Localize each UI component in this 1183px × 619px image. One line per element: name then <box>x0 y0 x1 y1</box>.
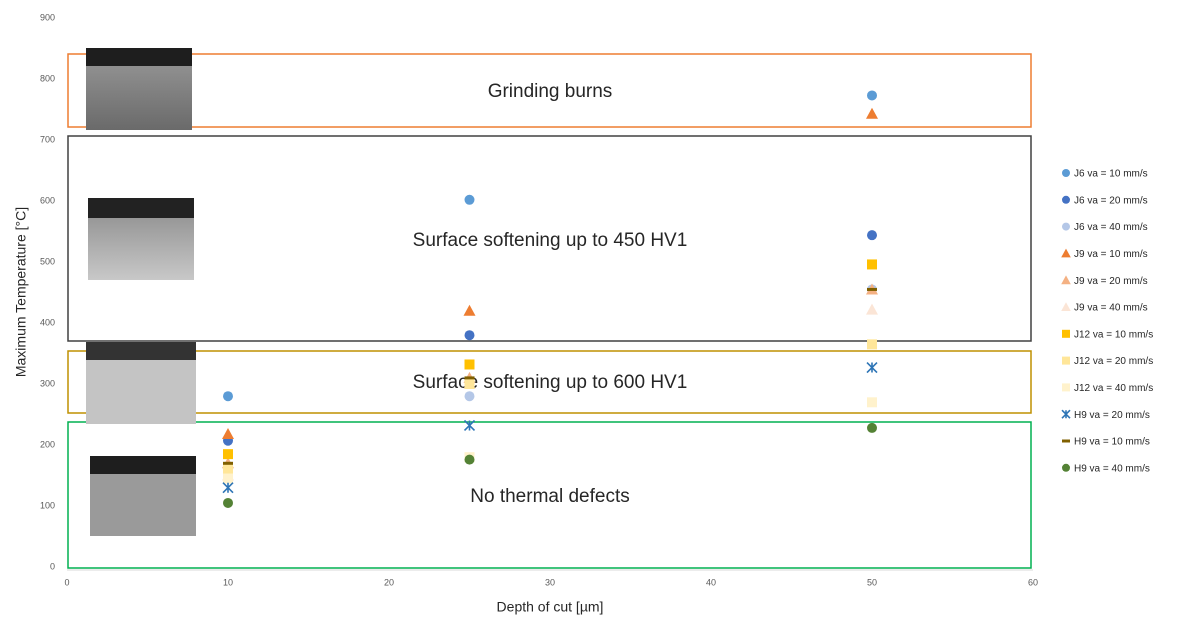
y-tick-label: 500 <box>40 256 55 266</box>
y-tick-label: 300 <box>40 378 55 388</box>
marker <box>222 428 234 440</box>
regions <box>67 48 1032 569</box>
region-box <box>67 421 1032 569</box>
marker <box>867 230 877 241</box>
region-box <box>67 53 1032 128</box>
x-tick-label: 10 <box>223 577 233 587</box>
y-tick-label: 700 <box>40 134 55 144</box>
marker <box>223 461 233 465</box>
marker <box>464 379 475 389</box>
legend-marker <box>1062 222 1070 231</box>
micrograph <box>88 198 194 218</box>
legend-label: J12 va = 40 mm/s <box>1074 383 1153 394</box>
marker <box>464 376 475 380</box>
legend-label: J9 va = 40 mm/s <box>1074 303 1148 314</box>
annotation: Surface softening up to 600 HV1 <box>413 372 688 393</box>
marker <box>222 482 234 494</box>
marker <box>867 90 877 101</box>
marker <box>223 464 233 475</box>
marker <box>223 473 233 484</box>
marker <box>464 194 475 205</box>
marker <box>223 391 233 402</box>
legend-marker <box>1061 409 1071 419</box>
x-tick-label: 40 <box>706 577 716 587</box>
legend-marker <box>1062 463 1070 472</box>
marker <box>866 361 878 374</box>
marker <box>223 449 233 460</box>
y-tick-label: 200 <box>40 439 55 449</box>
marker <box>464 454 475 465</box>
annotation: Surface softening up to 450 HV1 <box>413 230 688 251</box>
legend-label: H9 va = 40 mm/s <box>1074 463 1150 474</box>
legend-label: J6 va = 40 mm/s <box>1074 222 1148 233</box>
marker <box>463 419 476 432</box>
legend-label: J9 va = 10 mm/s <box>1074 249 1148 260</box>
legend-label: J12 va = 20 mm/s <box>1074 356 1153 367</box>
x-tick-label: 60 <box>1028 577 1038 587</box>
x-axis-label: Depth of cut [µm] <box>497 599 604 615</box>
y-tick-label: 100 <box>40 500 55 510</box>
annotation: No thermal defects <box>470 486 629 507</box>
y-tick-label: 600 <box>40 195 55 205</box>
micrograph <box>86 342 196 360</box>
y-tick-label: 0 <box>50 561 55 571</box>
legend-label: J12 va = 10 mm/s <box>1074 329 1153 340</box>
marker <box>464 330 475 341</box>
legend-label: H9 va = 20 mm/s <box>1074 410 1150 421</box>
y-tick-label: 800 <box>40 73 55 83</box>
marker <box>867 339 877 350</box>
marker <box>464 359 475 370</box>
legend-marker <box>1062 329 1070 338</box>
legend-marker <box>1062 195 1070 204</box>
legend-marker <box>1061 275 1071 285</box>
y-axis-label: Maximum Temperature [°C] <box>13 207 29 377</box>
region-box <box>67 135 1032 342</box>
micrograph <box>90 456 196 474</box>
marker <box>223 497 233 508</box>
marker <box>463 304 476 316</box>
x-tick-label: 20 <box>384 577 394 587</box>
legend-marker <box>1062 169 1070 177</box>
marker <box>867 287 877 291</box>
legend-marker <box>1062 383 1070 392</box>
annotation: Grinding burns <box>488 81 613 102</box>
micrograph <box>86 48 192 66</box>
marker <box>464 391 475 402</box>
legend-marker <box>1061 248 1071 258</box>
legend-marker <box>1061 302 1071 311</box>
marker <box>866 107 878 119</box>
y-tick-label: 400 <box>40 317 55 327</box>
legend-label: J9 va = 20 mm/s <box>1074 276 1148 287</box>
x-tick-label: 50 <box>867 577 877 587</box>
legend-marker <box>1062 439 1070 443</box>
marker <box>866 303 878 315</box>
legend-marker <box>1062 356 1070 365</box>
x-tick-label: 0 <box>64 577 69 587</box>
region-box <box>67 350 1032 414</box>
legend-label: J6 va = 20 mm/s <box>1074 195 1148 206</box>
marker <box>867 259 877 270</box>
marker <box>867 397 877 408</box>
legend-label: J6 va = 10 mm/s <box>1074 169 1148 180</box>
y-tick-label: 900 <box>40 12 55 22</box>
marker <box>867 422 877 433</box>
x-tick-label: 30 <box>545 577 555 587</box>
legend-label: H9 va = 10 mm/s <box>1074 437 1150 448</box>
